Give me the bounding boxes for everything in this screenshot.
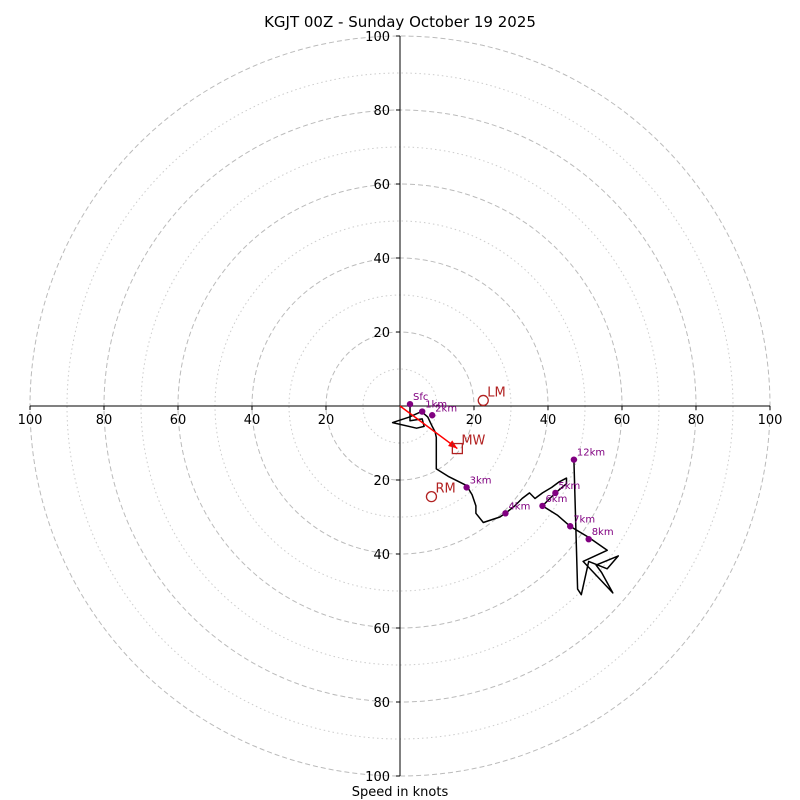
height-marker-dot — [419, 408, 426, 415]
height-marker-dot — [502, 510, 509, 517]
storm-motion-vector — [399, 405, 458, 450]
wind-trace-line — [391, 404, 620, 596]
height-marker-label: 1km — [425, 400, 447, 411]
height-marker-dot — [552, 489, 559, 497]
x-tick-label: 20 — [466, 413, 483, 428]
lm-marker — [477, 394, 489, 407]
x-tick-label: 100 — [758, 413, 783, 428]
x-tick-label: 40 — [244, 413, 261, 428]
height-marker-label: 6km — [545, 494, 567, 505]
mw-label: MW — [461, 434, 485, 449]
y-tick-label: 100 — [365, 770, 390, 785]
height-marker-label: 7km — [573, 514, 595, 525]
height-marker-dot — [406, 400, 414, 408]
rm-marker — [425, 490, 438, 503]
x-axis-label: Speed in knots — [352, 785, 449, 800]
height-marker-label: 8km — [592, 527, 614, 538]
y-tick-label: 80 — [373, 696, 390, 711]
mw-marker — [451, 442, 464, 455]
x-tick-label: 80 — [96, 413, 113, 428]
height-marker-dot — [539, 502, 546, 510]
chart-title: KGJT 00Z - Sunday October 19 2025 — [264, 13, 536, 31]
y-tick-label: 100 — [365, 30, 390, 45]
x-tick-label: 20 — [318, 413, 335, 428]
y-tick-label: 40 — [373, 252, 390, 267]
height-marker-label: 4km — [508, 501, 530, 512]
height-marker-label: Sfc — [413, 392, 428, 403]
height-marker-dot — [570, 456, 578, 463]
x-tick-label: 40 — [540, 413, 557, 428]
height-marker-dot — [463, 484, 470, 491]
rm-label: RM — [435, 482, 455, 497]
lm-label: LM — [487, 385, 505, 400]
y-tick-label: 60 — [373, 178, 390, 193]
height-marker-label: 3km — [470, 475, 492, 486]
y-tick-label: 40 — [373, 548, 390, 563]
x-tick-label: 100 — [18, 413, 43, 428]
x-tick-label: 80 — [688, 413, 705, 428]
y-tick-label: 20 — [373, 474, 390, 489]
y-tick-label: 80 — [373, 104, 390, 119]
height-marker-dot — [428, 412, 436, 419]
wind-trace-layer — [391, 404, 620, 596]
x-tick-label: 60 — [614, 413, 631, 428]
height-marker-label: 5km — [558, 481, 580, 492]
y-tick-label: 60 — [373, 622, 390, 637]
height-marker-dot — [585, 536, 592, 543]
height-marker-dot — [567, 523, 574, 530]
storm-motion-layer: LM MW RM — [399, 385, 506, 503]
x-tick-label: 60 — [170, 413, 187, 428]
tick-labels: 100 80 60 40 20 20 40 60 80 100 100 80 60 40 20 20 40 60 8… — [18, 30, 783, 785]
y-tick-label: 20 — [373, 326, 390, 341]
height-marker-label: 2km — [435, 403, 457, 414]
height-marker-label: 12km — [577, 448, 605, 459]
